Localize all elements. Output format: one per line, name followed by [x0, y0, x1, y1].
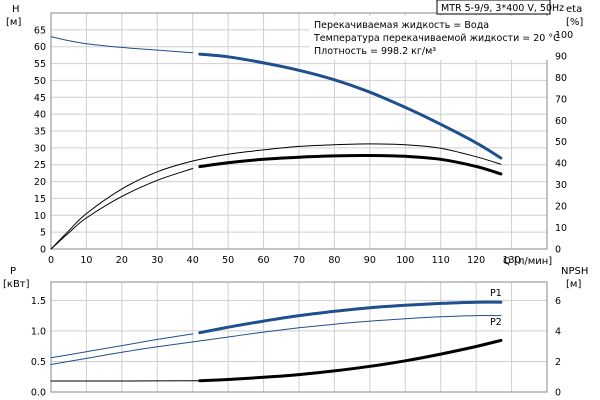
top-left-tick-label: 45 [34, 93, 46, 104]
top-right-tick-label: 30 [555, 180, 567, 191]
top-left-tick-label: 40 [34, 110, 46, 121]
h-axis-unit: [м] [6, 17, 21, 28]
eta-axis-unit: [%] [566, 17, 583, 28]
bottom-chart-series [50, 300, 503, 383]
model-title: MTR 5-9/9, 3*400 V, 50Hz [441, 3, 564, 14]
x-tick-label: 10 [80, 255, 92, 266]
bottom-right-tick-label: 2 [555, 357, 561, 368]
bottom-plot-frame [50, 281, 548, 393]
info-line-liquid: Перекачиваемая жидкость = Вода [314, 20, 489, 31]
top-right-tick-label: 20 [555, 202, 567, 213]
x-tick-label: 0 [48, 255, 54, 266]
info-box [309, 16, 549, 60]
top-left-tick-label: 30 [34, 143, 46, 154]
top-left-tick-label: 15 [34, 194, 46, 205]
top-right-tick-label: 80 [555, 73, 567, 84]
bottom-right-tick-label: 4 [555, 326, 561, 337]
info-line-density: Плотность = 998.2 кг/м³ [314, 46, 436, 57]
top-left-tick-label: 10 [34, 211, 46, 222]
q-axis-label: Q [л/мин] [503, 256, 552, 267]
bottom-series-line-2 [50, 315, 502, 365]
bottom-series-line-1 [198, 300, 503, 335]
top-right-tick-label: 50 [555, 137, 567, 148]
top-right-tick-label: 10 [555, 223, 567, 234]
top-left-tick-label: 20 [34, 177, 46, 188]
top-right-tick-label: 60 [555, 116, 567, 127]
top-left-tick-label: 0 [40, 245, 46, 256]
bottom-right-tick-label: 0 [555, 388, 561, 399]
top-series-line-1 [198, 52, 503, 160]
x-tick-label: 130 [503, 255, 521, 266]
p2-series-label: P2 [490, 317, 502, 328]
top-left-tick-label: 65 [34, 25, 46, 36]
x-tick-label: 110 [432, 255, 450, 266]
x-tick-label: 80 [328, 255, 340, 266]
top-left-tick-label: 55 [34, 59, 46, 70]
x-tick-label: 120 [467, 255, 485, 266]
eta-axis-label: eta [566, 4, 582, 15]
top-series-line-3 [50, 168, 194, 250]
p-axis-label: P [10, 266, 16, 277]
top-right-tick-label: 40 [555, 159, 567, 170]
x-tick-label: 40 [187, 255, 199, 266]
top-left-tick-label: 60 [34, 42, 46, 53]
x-tick-label: 60 [258, 255, 270, 266]
bottom-chart-grid [50, 281, 548, 393]
top-left-tick-label: 50 [34, 76, 46, 87]
top-right-tick-label: 90 [555, 51, 567, 62]
top-series-line-2 [50, 143, 502, 250]
top-chart-series [50, 36, 503, 250]
bottom-series-line-4 [198, 338, 503, 383]
top-left-tick-label: 5 [40, 228, 46, 239]
top-left-tick-label: 25 [34, 160, 46, 171]
top-series-line-4 [198, 153, 503, 176]
bottom-left-tick-label: 0.5 [31, 357, 46, 368]
x-tick-label: 100 [396, 255, 414, 266]
x-tick-label: 50 [222, 255, 234, 266]
bottom-left-tick-label: 0.0 [31, 388, 46, 399]
top-right-tick-label: 100 [555, 30, 573, 41]
x-tick-label: 70 [293, 255, 305, 266]
top-right-tick-label: 70 [555, 94, 567, 105]
bottom-left-tick-label: 1.5 [31, 296, 46, 307]
top-chart-tick-labels: 0 5 10 15 20 25 30 35 40 45 50 55 60 65 0 10 20 30 40 50 60 7… [34, 25, 573, 266]
p-axis-unit: [кВт] [3, 279, 30, 290]
title-box [436, 0, 551, 15]
top-right-tick-label: 0 [555, 245, 561, 256]
x-tick-label: 30 [151, 255, 163, 266]
bottom-right-tick-label: 6 [555, 296, 561, 307]
x-tick-label: 90 [364, 255, 376, 266]
npsh-axis-unit: [м] [566, 279, 581, 290]
bottom-series-line-0 [50, 333, 194, 359]
bottom-chart-tick-labels: 0.0 0.5 1.0 1.5 0 2 4 6 [31, 296, 561, 399]
h-axis-label: H [12, 4, 20, 15]
x-tick-label: 20 [116, 255, 128, 266]
top-left-tick-label: 35 [34, 127, 46, 138]
bottom-left-tick-label: 1.0 [31, 326, 46, 337]
top-series-line-0 [50, 36, 194, 54]
top-plot-frame [50, 12, 548, 250]
info-line-temperature: Температура перекачиваемой жидкости = 20… [313, 33, 560, 44]
p1-series-label: P1 [490, 288, 502, 299]
npsh-axis-label: NPSH [561, 266, 588, 277]
